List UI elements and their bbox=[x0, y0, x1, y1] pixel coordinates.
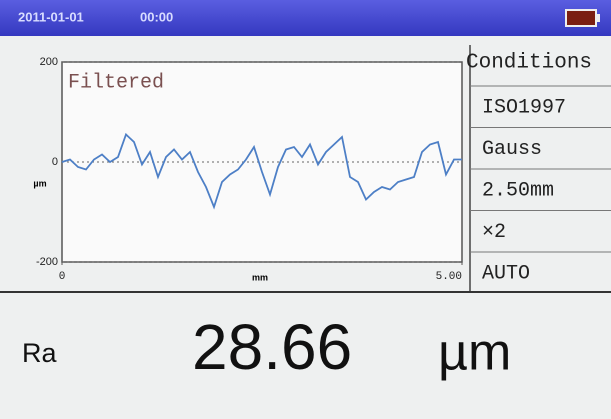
condition-item: AUTO bbox=[482, 262, 530, 285]
y-tick-label: 200 bbox=[40, 56, 58, 68]
result-unit: µm bbox=[438, 324, 511, 382]
condition-item: 2.50mm bbox=[482, 179, 554, 202]
x-axis-label: mm bbox=[252, 272, 268, 282]
page: 2011-01-01 00:00 Filtered mm µm Conditio… bbox=[0, 0, 611, 414]
battery-icon bbox=[566, 10, 596, 26]
condition-item: ×2 bbox=[482, 221, 506, 244]
time: 00:00 bbox=[140, 9, 173, 24]
result-value: 28.66 bbox=[192, 311, 352, 383]
condition-item: ISO1997 bbox=[482, 96, 566, 119]
x-tick-label: 0 bbox=[59, 271, 66, 283]
conditions-title: Conditions bbox=[466, 52, 592, 75]
date: 2011-01-01 bbox=[18, 9, 84, 24]
y-tick-label: 0 bbox=[52, 156, 58, 168]
y-axis-label: µm bbox=[33, 178, 46, 188]
x-tick-label: 5.00 bbox=[436, 271, 462, 283]
screen: 2011-01-01 00:00 Filtered mm µm Conditio… bbox=[0, 0, 611, 414]
header-bar bbox=[0, 0, 611, 36]
battery-tip bbox=[596, 14, 600, 22]
annotation: Filtered bbox=[68, 71, 164, 94]
condition-item: Gauss bbox=[482, 138, 542, 161]
parameter: Ra bbox=[22, 338, 57, 368]
y-tick-label: -200 bbox=[36, 256, 58, 268]
